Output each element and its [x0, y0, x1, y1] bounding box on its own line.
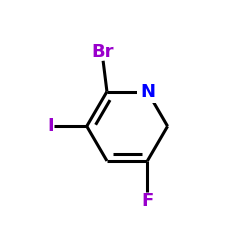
Text: F: F — [141, 192, 154, 210]
Text: Br: Br — [92, 43, 114, 61]
Text: I: I — [48, 117, 54, 135]
Text: N: N — [140, 82, 155, 100]
